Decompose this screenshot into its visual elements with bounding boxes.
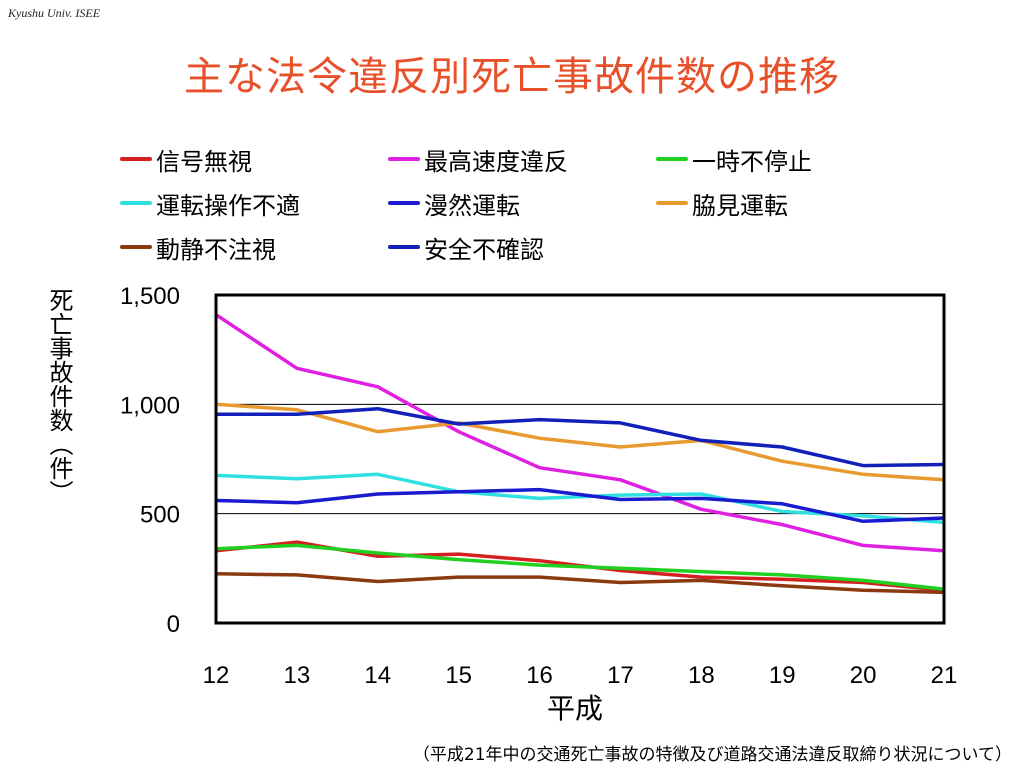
x-tick-label: 18 xyxy=(688,662,715,689)
legend-swatch xyxy=(120,201,152,205)
legend-label: 最高速度違反 xyxy=(424,147,568,176)
x-tick-label: 16 xyxy=(526,662,553,689)
header-note: Kyushu Univ. ISEE xyxy=(8,6,101,20)
y-tick-label: 1,500 xyxy=(120,283,180,310)
legend-swatch xyxy=(120,157,152,161)
legend-item: 安全不確認 xyxy=(388,228,656,266)
x-tick-label: 12 xyxy=(203,662,230,689)
series-line xyxy=(215,543,945,591)
x-tick-label: 20 xyxy=(850,662,877,689)
legend-label: 脇見運転 xyxy=(692,191,788,220)
legend-swatch xyxy=(120,245,152,249)
legend-swatch xyxy=(656,157,688,161)
chart-legend: 信号無視 最高速度違反 一時不停止運転操作不適 漫然運転 脇見運転動静不注視 安全不確認 xyxy=(120,140,980,266)
legend-label: 信号無視 xyxy=(156,147,252,176)
legend-swatch xyxy=(656,201,688,205)
legend-label: 一時不停止 xyxy=(692,147,812,176)
page-title: 主な法令違反別死亡事故件数の推移 xyxy=(184,54,840,100)
legend-swatch xyxy=(388,245,420,249)
y-axis-label: 死亡事故件数（件） xyxy=(45,288,73,504)
legend-item: 漫然運転 xyxy=(388,184,656,222)
y-tick-label: 500 xyxy=(140,502,180,529)
y-tick-label: 0 xyxy=(167,611,180,638)
series-line xyxy=(215,487,945,524)
x-tick-label: 15 xyxy=(445,662,472,689)
series-layer xyxy=(215,313,945,595)
x-tick-label: 19 xyxy=(769,662,796,689)
plot-frame xyxy=(214,293,946,625)
x-tick-label: 14 xyxy=(364,662,391,689)
legend-swatch xyxy=(388,201,420,205)
legend-label: 動静不注視 xyxy=(156,235,276,264)
legend-item: 動静不注視 xyxy=(120,228,388,266)
x-tick-label: 13 xyxy=(284,662,311,689)
series-line xyxy=(216,406,945,468)
legend-label: 運転操作不適 xyxy=(156,191,300,220)
legend-label: 漫然運転 xyxy=(424,191,520,220)
legend-item: 脇見運転 xyxy=(656,184,924,222)
legend-item: 運転操作不適 xyxy=(120,184,388,222)
series-line xyxy=(215,402,945,482)
legend-label: 安全不確認 xyxy=(424,235,544,264)
legend-item: 一時不停止 xyxy=(656,140,924,178)
legend-swatch xyxy=(388,157,420,161)
series-line xyxy=(215,313,945,553)
y-tick-label: 1,000 xyxy=(120,392,180,419)
x-tick-label: 17 xyxy=(607,662,634,689)
tick-layer: 0 500 1,000 1,500 12 13 14 15 16 17 18 19 20 21 xyxy=(120,283,957,689)
series-line xyxy=(215,572,945,595)
x-tick-label: 21 xyxy=(931,662,958,689)
legend-item: 最高速度違反 xyxy=(388,140,656,178)
legend-item: 信号無視 xyxy=(120,140,388,178)
source-note: （平成21年中の交通死亡事故の特徴及び道路交通法違反取締り状況について） xyxy=(412,745,1012,765)
x-axis-label: 平成 xyxy=(547,692,603,725)
